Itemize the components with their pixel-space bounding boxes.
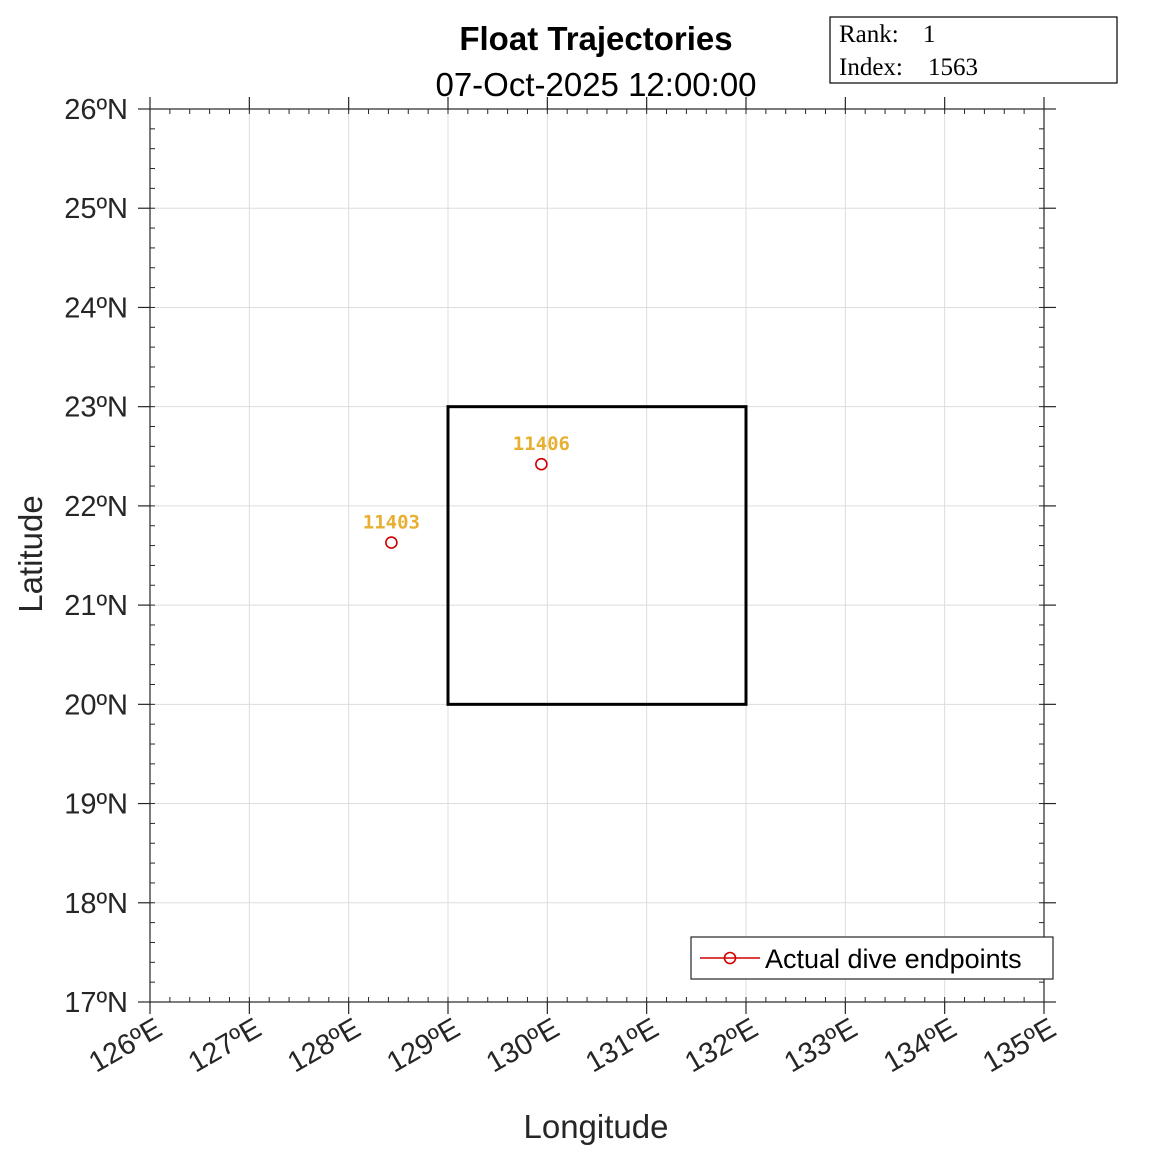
major-ticks <box>138 97 1056 1014</box>
y-tick-label: 18ºN <box>64 888 128 920</box>
y-tick-label: 21ºN <box>64 590 128 622</box>
info-box: Rank: 1 Index: 1563 <box>829 16 1118 84</box>
y-tick-label: 22ºN <box>64 491 128 523</box>
y-tick-label: 24ºN <box>64 292 128 324</box>
rank-label: Rank: <box>839 21 899 48</box>
plot-frame <box>149 108 1045 1003</box>
rank-value: 1 <box>923 21 936 48</box>
x-axis-label: Longitude <box>524 1108 669 1145</box>
y-tick-label: 26ºN <box>64 94 128 126</box>
dive-endpoint-marker <box>535 457 548 471</box>
legend-marker-sample <box>723 951 737 965</box>
info-box-frame <box>829 16 1118 84</box>
chart-subtitle: 07-Oct-2025 12:00:00 <box>435 66 756 103</box>
y-tick-label: 17ºN <box>64 987 128 1019</box>
legend: Actual dive endpoints <box>690 936 1054 980</box>
y-tick-label: 20ºN <box>64 689 128 721</box>
region-box <box>446 405 748 706</box>
index-value: 1563 <box>928 54 978 81</box>
y-tick-labels: 17ºN 18ºN 19ºN 20ºN 21ºN 22ºN 23ºN 24ºN 25ºN 26ºN <box>64 94 128 1019</box>
y-tick-label: 23ºN <box>64 392 128 424</box>
y-axis-label: Latitude <box>12 495 49 612</box>
index-label: Index: <box>839 54 903 81</box>
legend-entry-label: Actual dive endpoints <box>765 944 1022 974</box>
dive-endpoint-marker <box>385 536 398 549</box>
minor-ticks <box>149 108 1045 1003</box>
float-id-label: 11403 <box>363 512 420 534</box>
chart-title: Float Trajectories <box>459 20 732 57</box>
float-id-label: 11406 <box>513 433 570 455</box>
data-points: 11403 11406 <box>363 433 570 549</box>
y-tick-label: 19ºN <box>64 789 128 821</box>
y-tick-label: 25ºN <box>64 193 128 225</box>
